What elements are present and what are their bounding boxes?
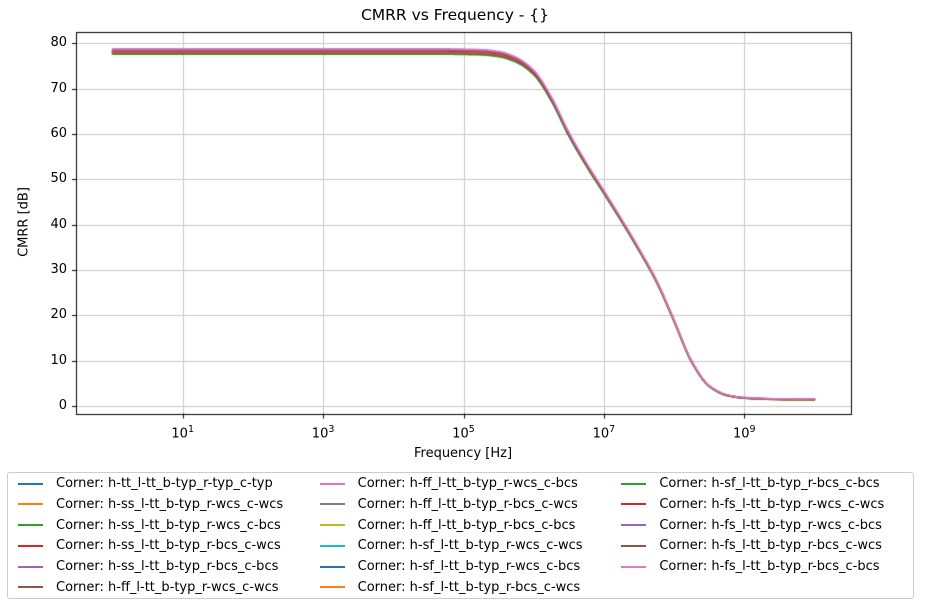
legend-label: Corner: h-ss_l-tt_b-typ_r-wcs_c-bcs [56, 517, 281, 533]
x-tick-label: 107 [592, 424, 616, 442]
y-tick-label: 50 [50, 171, 67, 187]
legend-line-swatch [18, 482, 43, 485]
legend-label: Corner: h-fs_l-tt_b-typ_r-wcs_c-wcs [659, 496, 885, 512]
x-tick-label: 109 [733, 424, 756, 442]
legend-item: Corner: h-ss_l-tt_b-typ_r-bcs_c-wcs [8, 536, 310, 557]
legend-item: Corner: h-ff_l-tt_b-typ_r-wcs_c-wcs [8, 577, 310, 598]
legend-line-swatch [621, 524, 647, 527]
legend-line-swatch [319, 544, 345, 547]
legend-item: Corner: h-fs_l-tt_b-typ_r-wcs_c-bcs [611, 515, 913, 536]
legend-line-swatch [18, 544, 43, 547]
legend-item: Corner: h-tt_l-tt_b-typ_r-typ_c-typ [8, 473, 310, 494]
y-tick-label: 70 [50, 80, 67, 96]
legend-line-swatch [18, 524, 43, 527]
legend-item: Corner: h-fs_l-tt_b-typ_r-bcs_c-bcs [611, 556, 913, 577]
legend-line-swatch [18, 503, 43, 506]
legend-label: Corner: h-fs_l-tt_b-typ_r-wcs_c-bcs [659, 517, 882, 533]
legend-item: Corner: h-ff_l-tt_b-typ_r-wcs_c-bcs [310, 473, 612, 494]
y-tick-label: 10 [50, 352, 67, 368]
y-tick-label: 60 [50, 126, 67, 142]
legend-line-swatch [18, 586, 43, 589]
legend: Corner: h-tt_l-tt_b-typ_r-typ_c-typ Corne… [7, 472, 914, 599]
legend-label: Corner: h-ff_l-tt_b-typ_r-bcs_c-bcs [357, 517, 576, 533]
legend-line-swatch [319, 503, 345, 506]
legend-item: Corner: h-ff_l-tt_b-typ_r-bcs_c-bcs [310, 515, 612, 536]
legend-label: Corner: h-ff_l-tt_b-typ_r-wcs_c-bcs [357, 476, 578, 491]
x-tick-label: 105 [452, 424, 475, 442]
legend-label: Corner: h-ff_l-tt_b-typ_r-bcs_c-wcs [357, 496, 578, 512]
legend-item: Corner: h-ss_l-tt_b-typ_r-wcs_c-bcs [8, 515, 310, 536]
legend-line-swatch [18, 565, 43, 568]
chart-title: CMRR vs Frequency - {} [360, 6, 550, 24]
legend-item: Corner: h-sf_l-tt_b-typ_r-wcs_c-wcs [310, 536, 612, 557]
legend-label: Corner: h-sf_l-tt_b-typ_r-wcs_c-wcs [357, 538, 583, 554]
legend-line-swatch [621, 565, 647, 568]
legend-item: Corner: h-sf_l-tt_b-typ_r-bcs_c-wcs [310, 577, 612, 598]
legend-item: Corner: h-sf_l-tt_b-typ_r-bcs_c-bcs [611, 473, 913, 494]
legend-label: Corner: h-ss_l-tt_b-typ_r-wcs_c-wcs [56, 496, 284, 512]
legend-label: Corner: h-sf_l-tt_b-typ_r-bcs_c-bcs [659, 476, 880, 491]
legend-line-swatch [319, 565, 345, 568]
y-tick-label: 80 [50, 35, 67, 51]
legend-line-swatch [319, 586, 345, 589]
legend-label: Corner: h-fs_l-tt_b-typ_r-bcs_c-wcs [659, 538, 882, 554]
legend-label: Corner: h-fs_l-tt_b-typ_r-bcs_c-bcs [659, 559, 880, 575]
x-axis-label: Frequency [Hz] [413, 446, 513, 461]
x-tick-label: 101 [171, 424, 194, 442]
legend-label: Corner: h-ff_l-tt_b-typ_r-wcs_c-wcs [56, 579, 279, 595]
y-tick-label: 30 [50, 262, 67, 278]
legend-label: Corner: h-ss_l-tt_b-typ_r-bcs_c-bcs [56, 559, 279, 575]
legend-label: Corner: h-sf_l-tt_b-typ_r-wcs_c-bcs [357, 559, 581, 575]
legend-line-swatch [319, 482, 345, 485]
legend-label: Corner: h-ss_l-tt_b-typ_r-bcs_c-wcs [56, 538, 281, 554]
legend-label: Corner: h-tt_l-tt_b-typ_r-typ_c-typ [56, 476, 273, 491]
legend-label: Corner: h-sf_l-tt_b-typ_r-bcs_c-wcs [357, 579, 581, 595]
legend-line-swatch [621, 503, 647, 506]
legend-item: Corner: h-ss_l-tt_b-typ_r-wcs_c-wcs [8, 494, 310, 515]
legend-item: Corner: h-fs_l-tt_b-typ_r-bcs_c-wcs [611, 536, 913, 557]
legend-line-swatch [621, 482, 647, 485]
legend-line-swatch [621, 544, 647, 547]
legend-item: Corner: h-sf_l-tt_b-typ_r-wcs_c-bcs [310, 556, 612, 577]
legend-item: Corner: h-fs_l-tt_b-typ_r-wcs_c-wcs [611, 494, 913, 515]
legend-item: Corner: h-ss_l-tt_b-typ_r-bcs_c-bcs [8, 556, 310, 577]
y-tick-label: 0 [58, 397, 67, 413]
y-tick-label: 40 [50, 216, 67, 232]
legend-item: Corner: h-ff_l-tt_b-typ_r-bcs_c-wcs [310, 494, 612, 515]
x-tick-label: 103 [311, 424, 335, 442]
plot-canvas [0, 0, 925, 462]
legend-line-swatch [319, 524, 345, 527]
y-tick-label: 20 [50, 307, 67, 323]
